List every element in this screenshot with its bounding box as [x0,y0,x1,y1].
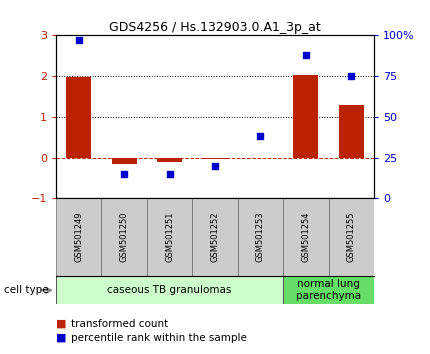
Text: percentile rank within the sample: percentile rank within the sample [71,333,247,343]
Text: GSM501252: GSM501252 [211,212,219,262]
Bar [66,77,91,158]
Text: GSM501251: GSM501251 [165,212,174,262]
Text: GSM501250: GSM501250 [120,212,129,262]
Point [75,38,82,43]
Point [121,171,128,177]
Text: GSM501249: GSM501249 [74,212,83,262]
Bar [147,198,192,276]
Bar [339,105,364,158]
Bar [157,158,182,162]
Bar [203,158,227,159]
Text: GSM501255: GSM501255 [347,212,356,262]
Bar [56,276,283,304]
Text: GSM501254: GSM501254 [301,212,310,262]
Title: GDS4256 / Hs.132903.0.A1_3p_at: GDS4256 / Hs.132903.0.A1_3p_at [109,21,321,34]
Bar [283,198,329,276]
Bar [329,198,374,276]
Bar [293,75,318,158]
Bar [283,276,374,304]
Point [212,163,218,169]
Bar [101,198,147,276]
Point [348,73,355,79]
Bar [56,198,101,276]
Text: ■: ■ [56,333,66,343]
Text: transformed count: transformed count [71,319,168,329]
Text: normal lung
parenchyma: normal lung parenchyma [296,279,361,301]
Text: cell type: cell type [4,285,49,295]
Bar [192,198,238,276]
Text: GSM501253: GSM501253 [256,212,265,263]
Point [257,133,264,139]
Bar [112,158,137,164]
Text: caseous TB granulomas: caseous TB granulomas [108,285,232,295]
Bar [238,198,283,276]
Point [302,52,309,58]
Text: ■: ■ [56,319,66,329]
Point [166,171,173,177]
